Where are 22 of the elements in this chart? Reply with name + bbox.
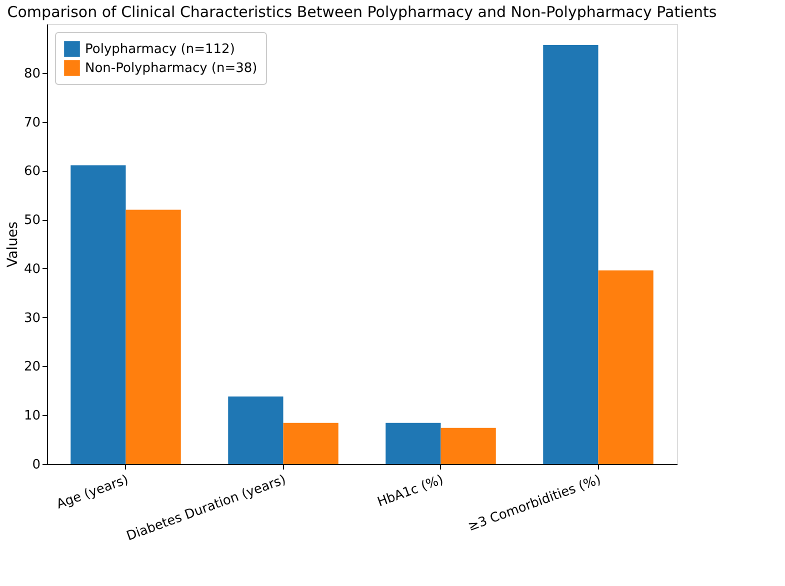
bar xyxy=(126,210,181,464)
y-tick-label: 10 xyxy=(24,408,40,424)
bar xyxy=(228,396,284,464)
bar xyxy=(440,428,496,464)
y-tick-label: 70 xyxy=(24,115,40,130)
y-tick-label: 30 xyxy=(24,310,40,326)
legend-label: Polypharmacy (n=112) xyxy=(85,42,235,57)
chart-title: Comparison of Clinical Characteristics Between Polypharmacy and Non-Polypharmacy Patients xyxy=(7,3,717,21)
y-tick-label: 80 xyxy=(24,66,40,82)
y-tick-label: 40 xyxy=(24,262,40,277)
bar xyxy=(386,422,441,464)
bar xyxy=(543,45,598,464)
y-tick-label: 60 xyxy=(24,164,40,180)
bar xyxy=(283,422,338,464)
y-tick-label: 20 xyxy=(24,360,40,375)
bar xyxy=(70,165,126,464)
y-tick-label: 50 xyxy=(24,213,40,228)
y-tick-label: 0 xyxy=(32,458,40,472)
legend-label: Non-Polypharmacy (n=38) xyxy=(85,61,258,76)
y-axis-title: Values xyxy=(4,222,21,268)
bar xyxy=(598,270,654,464)
x-tick-label: HbA1c (%) xyxy=(376,472,446,510)
